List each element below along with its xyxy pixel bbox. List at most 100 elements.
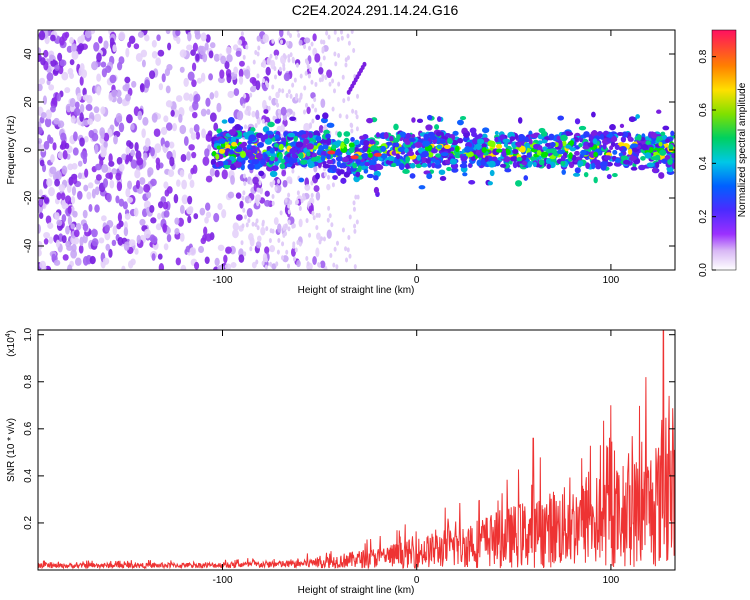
spectrogram-cell xyxy=(180,264,187,270)
spectrogram-cell xyxy=(294,200,298,206)
spectrogram-cell xyxy=(291,168,295,174)
spectrogram-cell xyxy=(118,31,126,41)
spectrogram-cell xyxy=(140,49,148,58)
spectrogram-cell xyxy=(467,162,473,169)
spectrogram-cell xyxy=(435,131,441,137)
spectrogram-cell xyxy=(260,226,266,236)
spectrogram-cell xyxy=(307,73,311,79)
spectrogram-cell xyxy=(126,114,133,124)
spectrogram-cell xyxy=(151,253,156,261)
spectrogram-cell xyxy=(414,141,423,148)
spectrogram-cell xyxy=(616,131,624,136)
spectrogram-cell xyxy=(415,163,422,169)
spectrogram-cell xyxy=(319,260,326,269)
spectrogram-cell xyxy=(179,204,185,214)
spectrogram-cell xyxy=(232,222,239,231)
spectrogram-cell xyxy=(69,59,75,66)
spectrogram-cell xyxy=(558,141,563,149)
spectrogram-cell xyxy=(274,160,279,167)
spectrogram-cell xyxy=(178,113,183,123)
spectrogram-cell xyxy=(216,128,223,134)
spectrogram-cell xyxy=(314,107,318,113)
spectrogram-cell xyxy=(644,136,650,141)
spectrogram-cell xyxy=(39,260,47,269)
spectrogram-cell xyxy=(561,169,567,175)
spectrogram-cell xyxy=(352,200,356,206)
spectrogram-cell xyxy=(367,152,373,158)
top-x-tick-label: 0 xyxy=(414,275,420,286)
spectrogram-cell xyxy=(346,247,350,253)
spectrogram-cell xyxy=(67,264,73,270)
spectrogram-cell xyxy=(156,34,161,42)
spectrogram-cell xyxy=(179,124,187,135)
spectrogram-cell xyxy=(133,207,139,217)
spectrogram-cell xyxy=(173,193,179,204)
spectrogram-cell xyxy=(312,256,317,265)
spectrogram-cell xyxy=(431,148,438,154)
spectrogram-cell xyxy=(240,31,244,37)
spectrogram-cell xyxy=(61,71,69,81)
spectrogram-cell xyxy=(320,98,326,109)
spectrogram-cell xyxy=(79,112,84,122)
spectrogram-cell xyxy=(38,198,43,206)
spectrogram-cell xyxy=(309,122,313,128)
spectrogram-cell xyxy=(306,60,310,66)
spectrogram-cell xyxy=(183,77,189,87)
spectrogram-cell xyxy=(620,136,627,143)
spectrogram-cell xyxy=(78,244,84,254)
spectrogram-cell xyxy=(102,257,110,265)
spectrogram-cell xyxy=(568,152,573,159)
spectrogram-cell xyxy=(189,246,197,256)
spectrogram-cell xyxy=(247,163,255,171)
spectrogram-cell xyxy=(660,131,666,137)
spectrogram-cell xyxy=(61,214,67,223)
spectrogram-cell xyxy=(421,162,428,168)
spectrogram-cell xyxy=(455,145,460,153)
spectrogram-cell xyxy=(314,81,318,87)
spectrogram-cell xyxy=(43,238,49,245)
spectrogram-cell xyxy=(512,161,518,169)
spectrogram-cell xyxy=(487,181,493,186)
spectrogram-cell xyxy=(299,92,303,98)
spectrogram-cell xyxy=(72,176,78,185)
spectrogram-cell xyxy=(147,167,154,176)
spectrogram-cell xyxy=(54,64,60,71)
spectrogram-cell xyxy=(337,52,341,58)
spectrogram-cell xyxy=(271,165,279,172)
spectrogram-cell xyxy=(313,165,318,173)
spectrogram-cell xyxy=(106,193,112,203)
spectrogram-cell xyxy=(387,155,395,162)
spectrogram-cell xyxy=(289,199,293,205)
spectrogram-cell xyxy=(259,187,263,193)
spectrogram-cell xyxy=(277,108,281,114)
spectrogram-cell xyxy=(287,192,291,198)
spectrogram-cell xyxy=(671,162,675,169)
spectrogram-cell xyxy=(481,146,487,154)
spectrogram-cell xyxy=(96,73,102,82)
spectrogram-cell xyxy=(163,243,169,251)
spectrogram-cell xyxy=(315,135,322,142)
spectrogram-cell xyxy=(487,140,495,147)
spectrogram-cell xyxy=(69,97,76,108)
bottom-y-tick-label: 1.0 xyxy=(23,327,34,341)
spectrogram-cell xyxy=(444,133,451,138)
spectrogram-cell xyxy=(273,49,280,57)
spectrogram-cell xyxy=(354,139,360,145)
spectrogram-cell xyxy=(268,238,272,244)
spectrogram-cell xyxy=(618,152,624,157)
spectrogram-cell xyxy=(440,152,449,157)
top-y-tick-label: -20 xyxy=(23,190,34,205)
spectrogram-cell xyxy=(309,66,313,72)
spectrogram-cell xyxy=(303,37,311,44)
spectrogram-cell xyxy=(57,151,64,160)
spectrogram-cell xyxy=(218,148,226,154)
spectrogram-cell xyxy=(130,149,136,157)
spectrogram-cell xyxy=(489,169,495,177)
spectrogram-cell xyxy=(475,149,481,155)
spectrogram-cell xyxy=(164,68,171,77)
spectrogram-cell xyxy=(64,142,70,149)
spectrogram-cell xyxy=(174,228,180,235)
spectrogram-cell xyxy=(235,192,242,199)
bottom-x-tick-label: 100 xyxy=(603,575,620,586)
spectrogram-cell xyxy=(640,156,646,161)
